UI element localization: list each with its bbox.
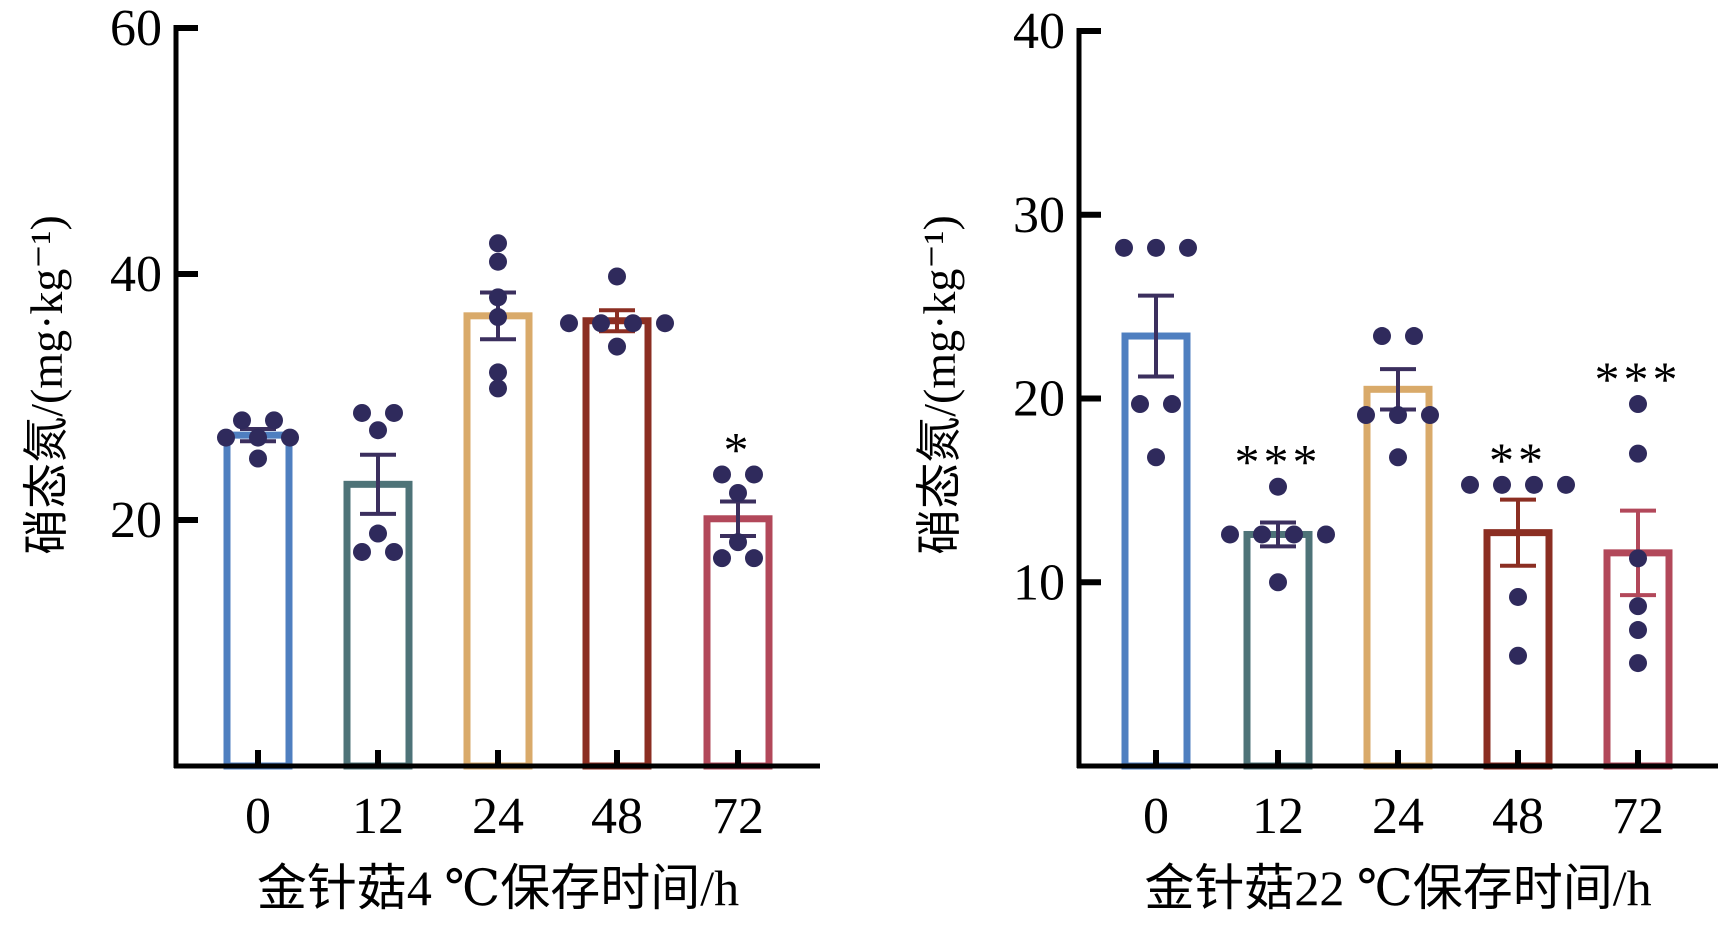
significance-label: ** bbox=[1489, 432, 1547, 488]
x-tick-label: 12 bbox=[352, 788, 404, 845]
data-point bbox=[592, 314, 610, 333]
x-tick-label: 12 bbox=[1252, 788, 1304, 845]
data-point bbox=[353, 403, 371, 422]
data-point bbox=[1629, 549, 1647, 568]
data-point bbox=[1629, 654, 1647, 673]
data-point bbox=[1557, 475, 1575, 494]
data-point bbox=[729, 533, 747, 552]
x-tick-label: 48 bbox=[1492, 788, 1544, 845]
data-point bbox=[1147, 448, 1165, 467]
data-point bbox=[385, 542, 403, 561]
data-point bbox=[1285, 525, 1303, 544]
data-point bbox=[217, 428, 235, 447]
y-tick-label: 10 bbox=[1013, 554, 1065, 611]
data-point bbox=[1525, 475, 1543, 494]
x-tick-label: 48 bbox=[591, 788, 643, 845]
data-point bbox=[1147, 238, 1165, 257]
bar-24 bbox=[1363, 385, 1433, 770]
x-tick-label: 72 bbox=[712, 788, 764, 845]
data-point bbox=[713, 465, 731, 484]
chart-panel-4c: 硝态氮/(mg·kg⁻¹) 金针菇4 ℃保存时间/h 20 40 60 0 12 24 48… bbox=[21, 0, 820, 916]
data-point bbox=[385, 403, 403, 422]
x-axis-label: 金针菇4 ℃保存时间/h bbox=[257, 860, 739, 916]
data-point bbox=[265, 411, 283, 430]
data-point bbox=[489, 234, 507, 253]
data-point bbox=[489, 379, 507, 398]
data-point bbox=[1253, 525, 1271, 544]
y-tick-label: 60 bbox=[110, 0, 162, 57]
data-point bbox=[1405, 327, 1423, 346]
data-point bbox=[1357, 406, 1375, 425]
significance-label: * bbox=[724, 421, 753, 477]
data-point bbox=[1269, 573, 1287, 592]
data-point bbox=[233, 411, 251, 430]
bar-48 bbox=[582, 317, 652, 770]
data-point bbox=[560, 314, 578, 333]
data-point bbox=[1389, 448, 1407, 467]
data-point bbox=[1179, 238, 1197, 257]
bar-12 bbox=[1243, 530, 1313, 770]
data-point bbox=[713, 549, 731, 568]
data-point bbox=[624, 314, 642, 333]
data-point bbox=[608, 337, 626, 356]
data-point bbox=[1221, 525, 1239, 544]
bar-0 bbox=[223, 431, 293, 770]
data-point bbox=[1509, 587, 1527, 606]
x-tick-label: 24 bbox=[1372, 788, 1424, 845]
data-point bbox=[1509, 646, 1527, 665]
data-point bbox=[1629, 621, 1647, 640]
data-point bbox=[353, 542, 371, 561]
data-point bbox=[249, 449, 267, 468]
x-axis-label: 金针菇22 ℃保存时间/h bbox=[1144, 860, 1651, 916]
data-point bbox=[1163, 395, 1181, 414]
y-axis-label: 硝态氮/(mg·kg⁻¹) bbox=[21, 215, 72, 555]
data-point bbox=[1493, 475, 1511, 494]
data-point bbox=[1269, 477, 1287, 496]
y-tick-label: 30 bbox=[1013, 187, 1065, 244]
significance-label: *** bbox=[1235, 434, 1322, 490]
data-point bbox=[369, 524, 387, 543]
data-point bbox=[369, 421, 387, 440]
data-point bbox=[745, 465, 763, 484]
x-tick-label: 0 bbox=[1143, 788, 1169, 845]
data-point bbox=[281, 428, 299, 447]
data-point bbox=[489, 288, 507, 307]
data-point bbox=[745, 549, 763, 568]
x-tick-label: 24 bbox=[472, 788, 524, 845]
x-tick-label: 0 bbox=[245, 788, 271, 845]
y-axis-label: 硝态氮/(mg·kg⁻¹) bbox=[914, 215, 965, 555]
data-point bbox=[489, 363, 507, 382]
data-point bbox=[656, 314, 674, 333]
data-point bbox=[729, 483, 747, 502]
y-tick-label: 40 bbox=[1013, 3, 1065, 60]
data-point bbox=[1115, 238, 1133, 257]
data-point bbox=[1421, 406, 1439, 425]
data-point bbox=[489, 252, 507, 271]
data-point bbox=[249, 428, 267, 447]
y-tick-label: 40 bbox=[110, 246, 162, 303]
data-point bbox=[1317, 525, 1335, 544]
data-point bbox=[1629, 597, 1647, 616]
chart-panel-22c: 硝态氮/(mg·kg⁻¹) 金针菇22 ℃保存时间/h 10 20 30 40 0 12 2… bbox=[914, 3, 1718, 916]
x-tick-label: 72 bbox=[1612, 788, 1664, 845]
data-point bbox=[1629, 444, 1647, 463]
data-point bbox=[1131, 395, 1149, 414]
data-point bbox=[489, 308, 507, 327]
data-point bbox=[608, 267, 626, 286]
data-point bbox=[1373, 327, 1391, 346]
y-tick-label: 20 bbox=[1013, 371, 1065, 428]
y-tick-label: 20 bbox=[110, 492, 162, 549]
significance-label: *** bbox=[1595, 351, 1682, 407]
data-point bbox=[1461, 475, 1479, 494]
data-point bbox=[1629, 395, 1647, 414]
data-point bbox=[1389, 406, 1407, 425]
